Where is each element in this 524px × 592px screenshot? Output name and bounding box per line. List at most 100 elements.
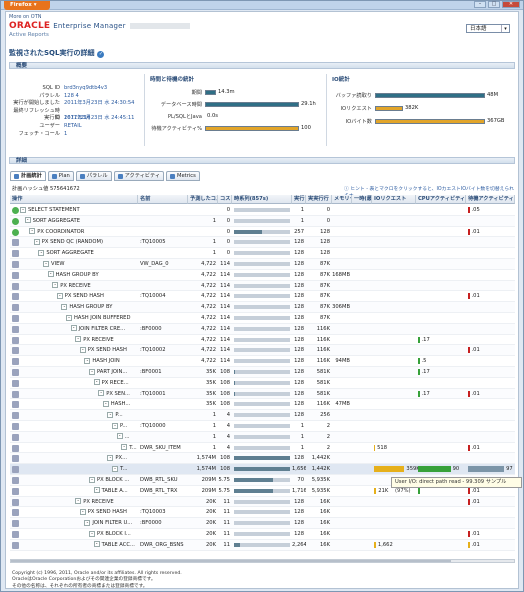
stat-bar[interactable] [375, 93, 485, 98]
expand-icon[interactable]: - [33, 238, 40, 245]
table-row[interactable]: - T... DWR_SKU_ITEM 1 4 1 2 518 .01 [10, 443, 515, 454]
table-row[interactable]: - HASH JOIN BUFFERED 4,722 114 128 87K [10, 313, 515, 324]
table-row[interactable]: - HASH JOIN 4,722 114 128 116K 94MB .5 [10, 356, 515, 367]
table-row[interactable]: - SORT AGGREGATE 1 0 1 0 [10, 215, 515, 227]
table-row[interactable]: - SORT AGGREGATE 1 0 128 128 [10, 248, 515, 259]
cpu-activity-bar[interactable] [418, 369, 420, 375]
table-row[interactable]: - PX SEND HASH:TQ10003 20K 11 128 16K [10, 507, 515, 519]
expand-icon[interactable]: - [75, 498, 82, 505]
expand-icon[interactable]: - [89, 476, 95, 483]
table-row[interactable]: - HASH... 35K 108 128 116K 47MB [10, 399, 515, 411]
table-row[interactable]: - T... 1,574M 108 1,656 1,442K 359K 90 97 [10, 464, 515, 475]
table-row[interactable]: - PX... 1,574M 108 128 1,442K [10, 453, 515, 465]
table-row[interactable]: - PX RECEIVE 4,722 114 128 116K .17 [10, 335, 515, 346]
expand-icon[interactable]: - [89, 368, 95, 375]
table-row[interactable]: - PX SEN...:TQ10001 35K 108 128 581K .17.01 [10, 388, 515, 400]
tab-activity[interactable]: アクティビティ [113, 171, 165, 181]
table-row[interactable]: - PX SEND QC (RANDOM):TQ10005 1 0 128 128 [10, 237, 515, 249]
column-header[interactable]: 待機アクティビティ [466, 195, 515, 204]
table-row[interactable]: - P... 1 4 128 256 [10, 410, 515, 421]
wait-activity-bar[interactable] [468, 444, 470, 451]
cpu-activity-bar[interactable] [418, 487, 420, 494]
table-row[interactable]: - TABLE A... DWB_RTL_TRX 209M 5.75 1,716 5,935… [10, 486, 515, 497]
table-row[interactable]: - JOIN FILTER U...:BF0000 20K 11 128 16K [10, 518, 515, 529]
horizontal-scrollbar[interactable] [10, 559, 515, 563]
wait-activity-bar[interactable] [468, 541, 470, 548]
column-header[interactable]: メモリー [332, 195, 352, 204]
wait-activity-bar[interactable] [468, 531, 470, 537]
scrollbar-thumb[interactable] [11, 560, 451, 562]
expand-icon[interactable]: - [70, 325, 77, 332]
wait-activity-bar[interactable] [468, 293, 470, 300]
wait-activity-bar[interactable] [468, 390, 470, 397]
table-row[interactable]: - PX BLOCK ... DWB_RTL_SKU 209M 5.75 70 5,935K [10, 475, 515, 486]
expand-icon[interactable]: - [107, 411, 114, 418]
expand-icon[interactable]: - [84, 357, 91, 364]
table-row[interactable]: - P...:TQ10000 1 4 1 2 [10, 421, 515, 432]
wait-activity-bar[interactable] [468, 228, 470, 235]
details-section-header[interactable]: 詳細 [9, 157, 515, 164]
expand-icon[interactable]: - [89, 530, 95, 537]
overview-section-header[interactable]: 概要 [9, 62, 515, 69]
table-row[interactable]: -... 1 4 1 2 [10, 431, 515, 443]
expand-icon[interactable]: - [52, 282, 59, 289]
minimize-button[interactable]: – [474, 1, 486, 8]
table-row[interactable]: - PX RECEIVE 4,722 114 128 87K [10, 280, 515, 292]
io-requests-bar[interactable] [374, 466, 405, 473]
cpu-activity-bar[interactable] [418, 336, 420, 343]
expand-icon[interactable]: - [93, 487, 100, 494]
tab-plan-statistics[interactable]: 計画統計 [10, 171, 46, 181]
table-row[interactable]: - HASH GROUP BY 4,722 114 128 87K 306MB [10, 302, 515, 313]
wait-activity-bar[interactable] [468, 487, 470, 494]
column-header[interactable]: IOリクエスト [372, 195, 416, 204]
column-header[interactable]: CPUアクティビティ [416, 195, 466, 204]
table-row[interactable]: - PX COORDINATOR 0 257 128 .01 [10, 227, 515, 238]
tab-metrics[interactable]: Metrics [166, 171, 200, 181]
expand-icon[interactable]: - [75, 336, 82, 343]
tab-plan[interactable]: Plan [47, 171, 74, 181]
expand-icon[interactable]: - [38, 249, 45, 256]
column-header[interactable]: 名前 [138, 195, 188, 204]
wait-activity-bar[interactable] [468, 466, 505, 473]
wait-activity-bar[interactable] [468, 207, 470, 213]
expand-icon[interactable]: - [116, 433, 123, 440]
expand-icon[interactable]: - [43, 260, 49, 267]
expand-icon[interactable]: - [93, 379, 100, 386]
table-row[interactable]: - PX SEND HASH:TQ10002 4,722 114 128 116K .01 [10, 345, 515, 357]
table-row[interactable]: - PX RECEIVE 20K 11 128 16K .01 [10, 496, 515, 508]
tab-parallel[interactable]: パラレル [75, 171, 112, 181]
cpu-activity-bar[interactable] [418, 466, 451, 473]
wait-activity-bar[interactable] [468, 498, 470, 505]
table-row[interactable]: - PART JOIN...:BF0001 35K 108 128 581K .17 [10, 367, 515, 378]
table-row[interactable]: - TABLE ACC... DWR_ORG_BSNS 20K 11 2,264 16K 1,… [10, 539, 515, 551]
column-header[interactable]: 予測したコスト [188, 195, 218, 204]
io-requests-bar[interactable] [374, 444, 376, 451]
expand-icon[interactable]: - [66, 314, 72, 321]
expand-icon[interactable]: - [61, 303, 68, 310]
expand-icon[interactable]: - [107, 454, 114, 461]
stat-bar[interactable] [375, 106, 403, 111]
column-header[interactable]: 一時(最大) [352, 195, 372, 204]
table-row[interactable]: - SELECT STATEMENT 0 1 0 .05 [10, 205, 515, 216]
io-requests-bar[interactable] [374, 487, 377, 494]
expand-icon[interactable]: - [20, 206, 26, 213]
column-header[interactable]: 実行 [292, 195, 306, 204]
expand-icon[interactable]: - [112, 465, 118, 472]
table-row[interactable]: - JOIN FILTER CRE...:BF0000 4,722 114 128 116… [10, 323, 515, 335]
table-row[interactable]: - PX SEND HASH:TQ10004 4,722 114 128 87K .01 [10, 291, 515, 303]
field-value[interactable]: RETAIL [64, 123, 82, 129]
language-select[interactable]: 日本語 ▾ [466, 24, 510, 33]
table-row[interactable]: - VIEW VW_DAG_0 4,722 114 128 87K [10, 259, 515, 270]
more-on-otn-link[interactable]: More on OTN [9, 14, 42, 20]
table-row[interactable]: - HASH GROUP BY 4,722 114 128 87K 168MB [10, 270, 515, 281]
table-row[interactable]: - PX BLOCK I... 20K 11 128 16K .01 [10, 529, 515, 540]
maximize-button[interactable]: □ [488, 1, 500, 8]
close-button[interactable]: ✕ [502, 1, 520, 8]
column-header[interactable]: 操作 [10, 195, 138, 204]
expand-icon[interactable]: - [84, 519, 91, 526]
expand-icon[interactable]: - [93, 541, 100, 548]
expand-icon[interactable]: - [47, 271, 54, 278]
column-header[interactable]: 実実行行 [306, 195, 332, 204]
wait-activity-bar[interactable] [468, 347, 470, 354]
field-value[interactable]: brd3nyq9dtb4v3 [64, 85, 108, 91]
